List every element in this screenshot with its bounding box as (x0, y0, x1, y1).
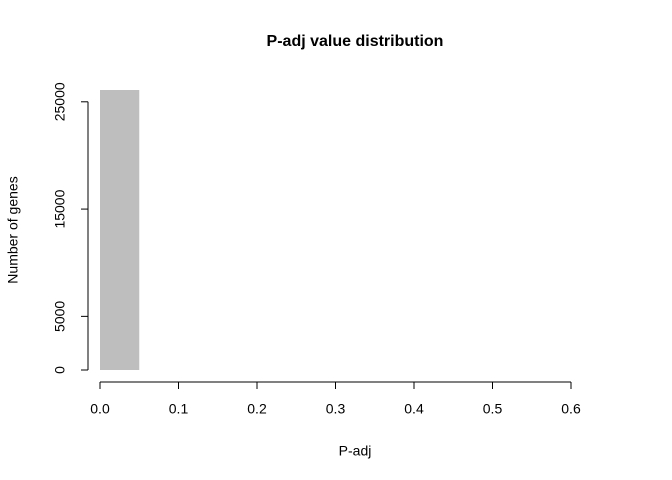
y-tick-label: 15000 (52, 189, 68, 228)
x-tick-label: 0.4 (404, 401, 424, 417)
x-tick-label: 0.1 (169, 401, 189, 417)
bar (100, 90, 140, 370)
y-axis-label: Number of genes (5, 176, 21, 283)
chart-title: P-adj value distribution (267, 33, 444, 50)
x-tick-label: 0.5 (483, 401, 503, 417)
y-tick-label: 25000 (52, 82, 68, 121)
x-tick-label: 0.0 (90, 401, 110, 417)
x-tick-label: 0.3 (326, 401, 346, 417)
y-tick-label: 5000 (52, 301, 68, 332)
y-tick-label: 0 (52, 366, 68, 374)
x-axis-label: P-adj (339, 443, 372, 459)
x-tick-label: 0.6 (561, 401, 581, 417)
x-tick-label: 0.2 (247, 401, 267, 417)
